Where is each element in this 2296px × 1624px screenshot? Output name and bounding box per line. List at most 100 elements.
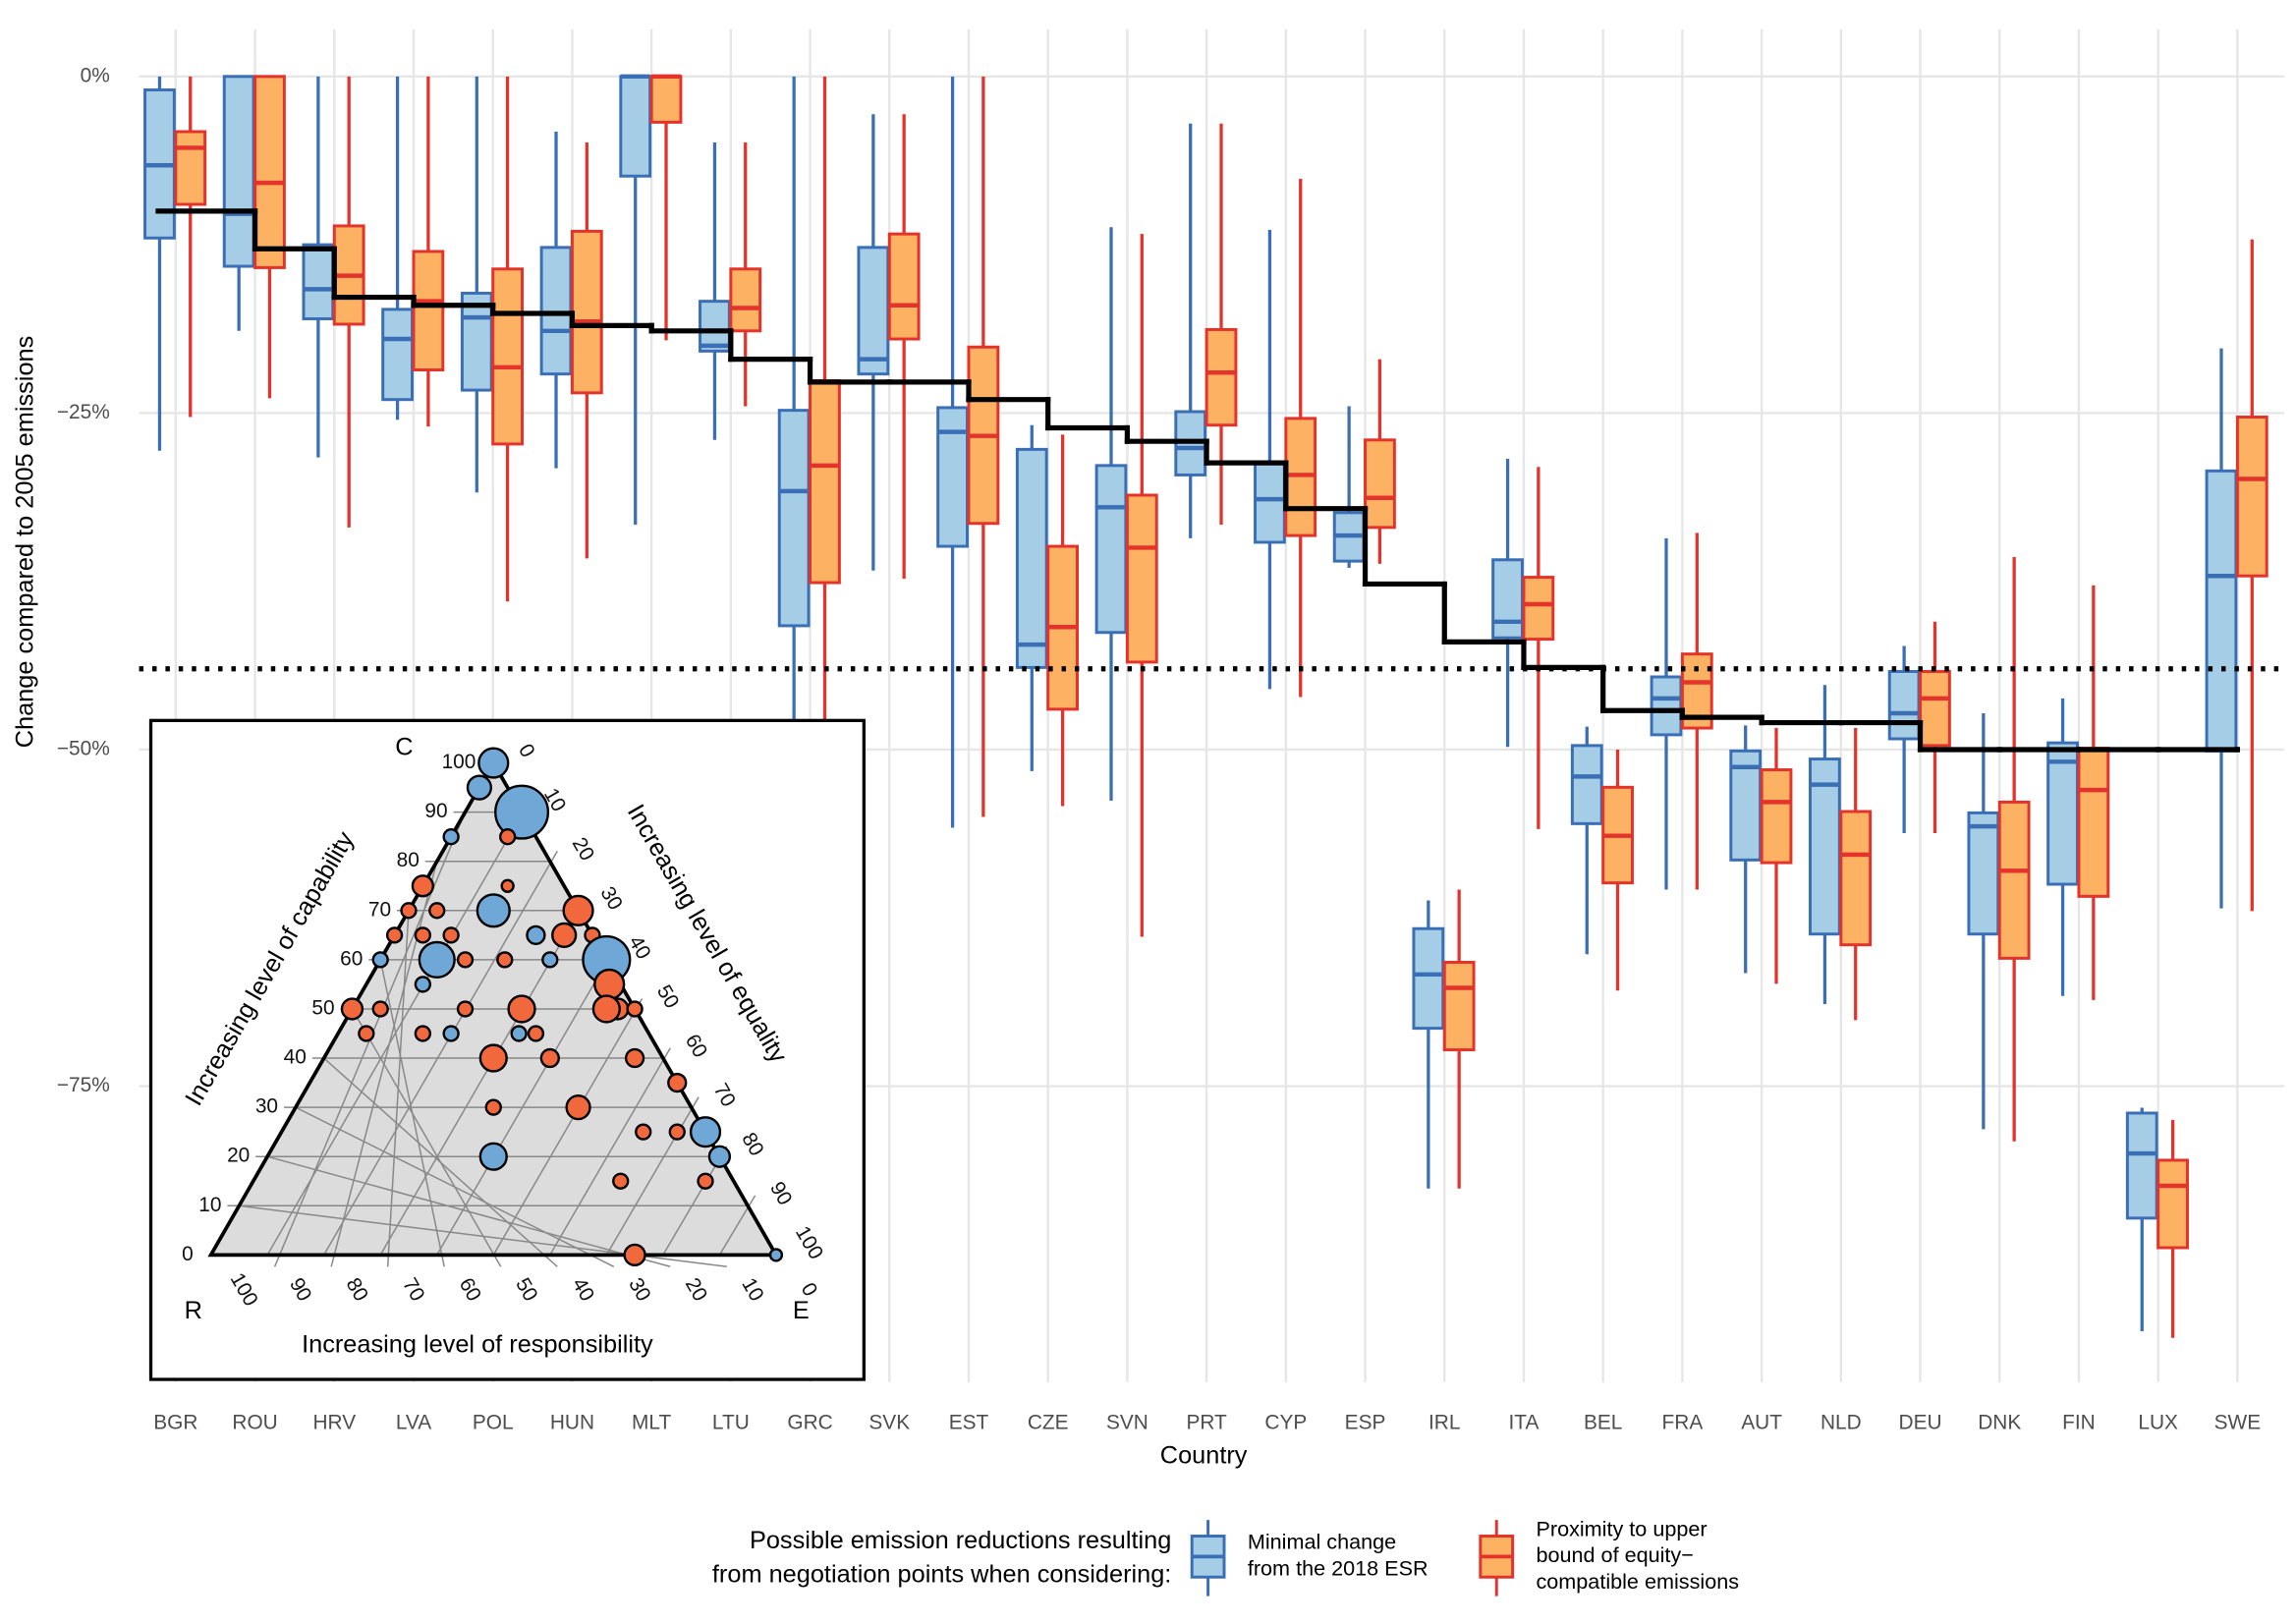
ternary-point (371, 1000, 389, 1018)
x-tick-label: HRV (312, 1411, 356, 1433)
corner-label: R (185, 1297, 202, 1324)
x-tick-label: MLT (632, 1411, 671, 1433)
ternary-point (478, 1142, 508, 1171)
x-tick-label: ITA (1509, 1411, 1540, 1433)
box (1919, 670, 1951, 748)
box (2156, 1158, 2189, 1250)
x-tick-label: SVK (868, 1411, 910, 1433)
corner-label: E (793, 1297, 810, 1324)
ternary-point (668, 1123, 686, 1141)
x-tick-label: POL (473, 1411, 514, 1433)
box (412, 250, 445, 372)
ternary-point (593, 968, 626, 1001)
box (1442, 960, 1476, 1052)
x-tick-label: GRC (787, 1411, 832, 1433)
ternary-axis-title: Increasing level of responsibility (302, 1330, 653, 1358)
capability-tick-label: 20 (227, 1145, 250, 1167)
capability-tick-label: 50 (311, 996, 334, 1019)
ternary-point (626, 1000, 644, 1018)
ternary-point (768, 1248, 784, 1262)
ternary-point (478, 1043, 508, 1073)
x-tick-label: NLD (1820, 1411, 1862, 1433)
y-axis-title: Change compared to 2005 emissions (12, 336, 39, 749)
capability-tick-label: 0 (182, 1243, 194, 1265)
box (2077, 747, 2110, 898)
x-tick-label: CYP (1264, 1411, 1307, 1433)
x-tick-label: PRT (1186, 1411, 1227, 1433)
x-tick-label: CZE (1028, 1411, 1069, 1433)
ternary-point (510, 1025, 528, 1042)
x-tick-label: LUX (2138, 1411, 2178, 1433)
x-tick-label: BEL (1584, 1411, 1622, 1433)
box (1491, 558, 1524, 640)
box (1997, 800, 2031, 960)
box (936, 406, 969, 548)
main-plot: 0% −25% −50% −75% BGR ROU HRV LVA POL HUN MLT LTU GR… (57, 28, 2285, 1433)
x-tick-label: SWE (2214, 1411, 2262, 1433)
box (1839, 810, 1873, 947)
legend-title: from negotiation points when considering… (712, 1560, 1171, 1588)
capability-tick-label: 70 (368, 898, 391, 921)
ternary-grid (323, 850, 558, 1256)
ternary-point (414, 926, 432, 944)
box (619, 75, 652, 178)
ternary-point (400, 902, 418, 920)
ternary-point (697, 1172, 714, 1190)
ternary-point (496, 951, 514, 969)
capability-tick-label: 30 (255, 1095, 278, 1118)
x-tick-label: FIN (2062, 1411, 2096, 1433)
ternary-point (477, 747, 510, 779)
x-tick-label: DEU (1899, 1411, 1942, 1433)
legend-label: from the 2018 ESR (1248, 1556, 1428, 1581)
capability-tick-label: 60 (340, 947, 363, 970)
ternary-point (456, 1000, 475, 1018)
ternary-point (562, 894, 594, 926)
ternary-point (371, 951, 389, 969)
ternary-point (527, 1025, 545, 1042)
legend-label: Proximity to upper (1536, 1516, 1707, 1540)
x-tick-label: EST (949, 1411, 989, 1433)
box (1967, 811, 2000, 936)
ternary-point (418, 940, 456, 979)
ternary-grid (351, 1008, 502, 1267)
box (1204, 327, 1238, 427)
y-tick-label: −75% (57, 1074, 110, 1096)
ternary-point (499, 828, 517, 846)
ternary-point (539, 1047, 560, 1069)
legend-label: bound of equity− (1536, 1542, 1693, 1567)
ternary-point (494, 784, 550, 840)
x-tick-label: SVN (1106, 1411, 1148, 1433)
ternary-grid (386, 910, 410, 1267)
box (2125, 1111, 2158, 1220)
box (570, 229, 603, 395)
x-axis-title: Country (1160, 1442, 1248, 1470)
ternary-point (456, 951, 475, 969)
box (253, 75, 286, 269)
ternary-point (667, 1072, 688, 1093)
box (381, 308, 414, 402)
box (777, 409, 811, 628)
corner-label: C (395, 733, 413, 760)
ternary-grid (492, 998, 644, 1256)
y-tick-label: −50% (57, 737, 110, 759)
x-tick-label: ROU (232, 1411, 277, 1433)
ternary-point (551, 922, 578, 948)
ternary-point (689, 1116, 722, 1148)
ternary-grid (605, 1096, 700, 1256)
ternary-point (565, 1094, 591, 1121)
x-tick-label: AUT (1741, 1411, 1782, 1433)
ternary-grid (379, 959, 445, 1267)
capability-tick-label: 100 (442, 751, 476, 773)
box (1094, 464, 1128, 635)
box (1364, 438, 1396, 530)
ternary-point (484, 1098, 502, 1116)
x-tick-label: LVA (396, 1411, 431, 1433)
ternary-point (500, 878, 515, 893)
x-tick-label: IRL (1428, 1411, 1460, 1433)
ternary-point (442, 828, 460, 846)
x-tick-label: HUN (550, 1411, 594, 1433)
ternary-point (635, 1123, 652, 1141)
box (460, 291, 493, 392)
box (539, 246, 573, 376)
capability-tick-label: 80 (397, 849, 420, 871)
